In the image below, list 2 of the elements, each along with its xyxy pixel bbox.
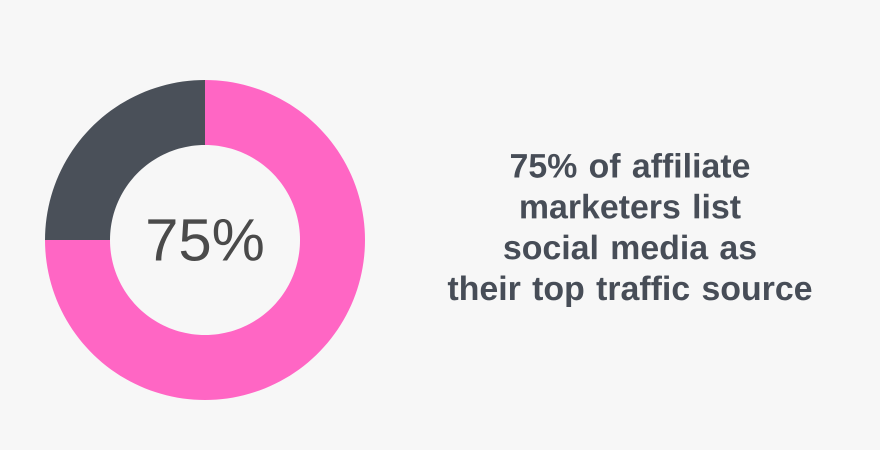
data-label: 75% [148, 218, 263, 262]
text: 75% of affiliate marketers list social media as their top traffic source [448, 152, 812, 308]
